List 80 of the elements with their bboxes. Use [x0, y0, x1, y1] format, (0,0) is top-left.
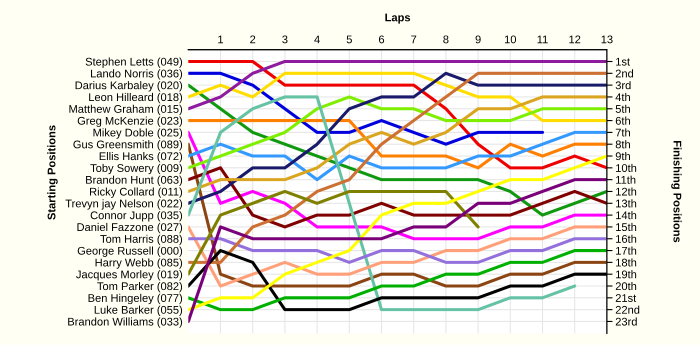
category-label: Luke Barker (055) — [94, 306, 182, 316]
category-label: Lando Norris (036) — [91, 69, 182, 80]
category-label: Ricky Collard (011) — [90, 187, 182, 198]
category-label: Ben Hingeley (077) — [88, 294, 182, 304]
x-tick-label: 3 — [282, 35, 288, 44]
line-series — [188, 95, 576, 312]
line-series — [188, 72, 607, 264]
category-label: Brandon Williams (033) — [68, 317, 182, 328]
x-tick-label: 4 — [314, 36, 320, 44]
line-series — [188, 72, 607, 205]
line-series — [188, 72, 607, 122]
line-series — [188, 72, 544, 146]
x-axis-title: Laps — [385, 14, 410, 24]
category-label: Stephen Letts (049) — [86, 57, 182, 68]
category-label: Greg McKenzie (023) — [78, 116, 182, 127]
y2-tick-label: 15th — [616, 222, 636, 232]
y2-tick-label: 7th — [616, 128, 630, 137]
x-tick-label: 12 — [569, 35, 580, 44]
line-series — [188, 142, 607, 288]
y2-tick-label: 10th — [616, 164, 636, 172]
line-series — [188, 119, 607, 170]
category-label: Ellis Hanks (072) — [100, 152, 182, 162]
y2-tick-label: 11th — [616, 176, 636, 184]
y2-tick-label: 5th — [616, 104, 630, 113]
y2-tick-label: 23rd — [616, 317, 637, 326]
y2-axis-title: Finishing Positions — [671, 140, 682, 242]
y2-tick-label: 2nd — [616, 69, 634, 78]
x-tick-label: 1 — [218, 36, 224, 44]
line-series — [188, 130, 607, 240]
line-series — [188, 190, 480, 276]
y2-tick-label: 1st — [616, 58, 630, 66]
category-label: Daniel Fazzone (027) — [77, 222, 182, 234]
y2-tick-label: 14th — [616, 211, 636, 220]
category-label: Trevyn jay Nelson (022) — [65, 199, 182, 210]
category-label: Tom Parker (082) — [97, 282, 182, 292]
y2-tick-label: 8th — [616, 140, 630, 148]
category-label: Tom Harris (088) — [100, 234, 182, 246]
line-series — [188, 60, 607, 110]
y2-tick-label: 19th — [616, 270, 636, 278]
line-series — [188, 166, 607, 228]
category-label: Gus Greensmith (089) — [73, 140, 182, 151]
x-tick-label: 9 — [476, 35, 481, 44]
x-tick-label: 8 — [443, 35, 449, 44]
x-tick-label: 11 — [538, 36, 548, 44]
y2-tick-label: 20th — [616, 282, 636, 290]
line-series — [188, 60, 607, 170]
category-label: Connor Jupp (035) — [90, 211, 182, 222]
category-label: Harry Webb (085) — [96, 258, 182, 269]
y2-tick-label: 3rd — [616, 81, 631, 90]
y2-tick-label: 21st — [616, 294, 636, 302]
category-label: George Russell (000) — [78, 246, 182, 257]
line-series — [188, 95, 607, 170]
y2-tick-label: 22nd — [616, 306, 640, 314]
line-series — [188, 154, 607, 312]
line-series — [188, 130, 607, 182]
category-label: Toby Sowery (009) — [90, 164, 182, 174]
category-label: Mikey Doble (025) — [94, 128, 182, 139]
category-label: Brandon Hunt (063) — [86, 176, 182, 186]
x-tick-label: 5 — [346, 36, 352, 44]
text: Starting Positions — [47, 125, 58, 220]
line-series — [188, 225, 607, 288]
x-tick-label: 13 — [602, 35, 613, 44]
line-series — [188, 95, 607, 194]
y2-tick-label: 18th — [616, 258, 636, 267]
x-tick-label: 10 — [504, 35, 516, 44]
y2-tick-label: 9th — [616, 152, 630, 160]
x-tick-label: 2 — [250, 35, 256, 44]
category-label: Jacques Morley (019) — [76, 270, 182, 281]
y2-tick-label: 16th — [616, 234, 636, 243]
y2-tick-label: 12th — [616, 187, 636, 196]
category-label: Matthew Graham (015) — [69, 104, 182, 116]
y2-tick-label: 4th — [615, 92, 630, 102]
y2-tick-label: 17th — [616, 246, 636, 255]
y2-tick-label: 6th — [616, 116, 630, 125]
category-label: Darius Karbaley (020) — [76, 81, 182, 92]
x-tick-label: 7 — [411, 36, 416, 44]
line-series — [188, 178, 607, 323]
x-tick-label: 6 — [378, 35, 384, 44]
category-label: Leon Hilleard (018) — [89, 92, 182, 104]
y2-tick-label: 13th — [616, 199, 636, 208]
